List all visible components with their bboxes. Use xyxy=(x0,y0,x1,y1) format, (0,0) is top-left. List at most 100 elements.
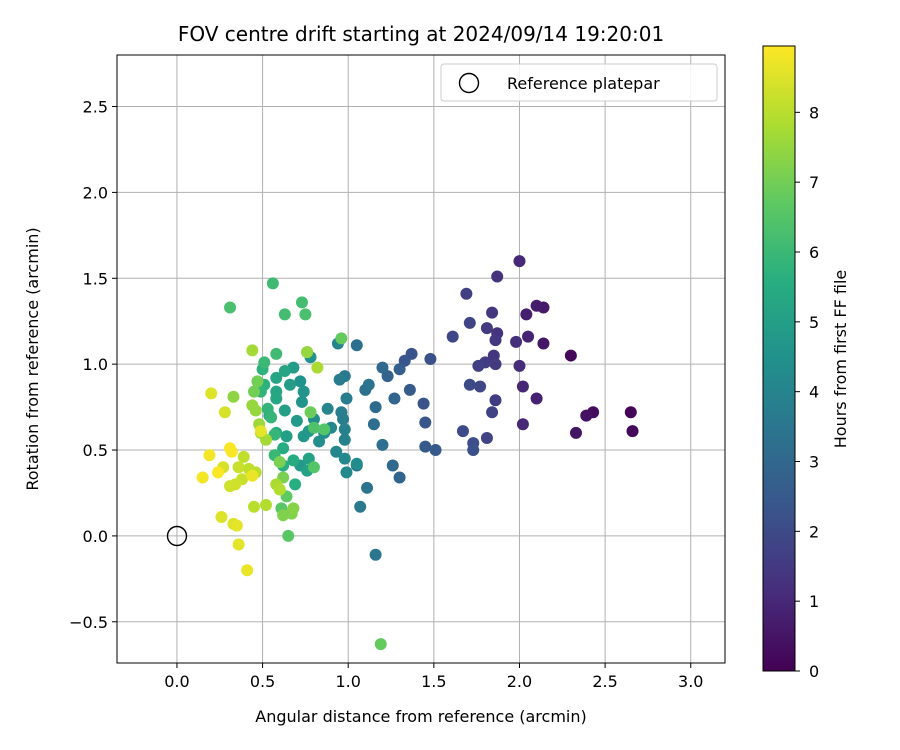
data-point xyxy=(294,375,307,388)
data-point xyxy=(340,392,353,405)
colorbar-ticks: 0 1 2 3 4 5 6 7 8 xyxy=(795,103,819,681)
data-point xyxy=(227,390,240,403)
data-points xyxy=(196,255,639,651)
colorbar-tick-label: 3 xyxy=(809,453,819,472)
data-point xyxy=(486,306,499,319)
x-axis-ticks: 0.0 0.5 1.0 1.5 2.0 2.5 3.0 xyxy=(164,663,703,691)
y-tick-label: 0.5 xyxy=(83,441,108,460)
data-point xyxy=(287,454,300,467)
data-point xyxy=(393,363,406,376)
data-point xyxy=(369,401,382,414)
data-point xyxy=(403,383,416,396)
data-point xyxy=(333,373,346,386)
y-tick-label: 0.0 xyxy=(83,527,108,546)
colorbar-label: Hours from first FF file xyxy=(831,270,850,449)
data-point xyxy=(463,316,476,329)
data-point xyxy=(338,452,351,465)
data-point xyxy=(289,478,302,491)
data-point xyxy=(626,425,639,438)
data-point xyxy=(489,334,502,347)
colorbar-tick-label: 0 xyxy=(809,662,819,681)
reference-platepar-marker xyxy=(166,525,188,547)
data-point xyxy=(530,392,543,405)
x-tick-label: 2.0 xyxy=(507,672,532,691)
data-point xyxy=(301,346,314,359)
data-point xyxy=(265,411,278,424)
data-point xyxy=(205,387,218,400)
data-point xyxy=(254,425,267,438)
data-point xyxy=(278,365,291,378)
colorbar-tick-label: 6 xyxy=(809,243,819,262)
data-point xyxy=(337,413,350,426)
data-point xyxy=(419,416,432,429)
colorbar-tick-label: 4 xyxy=(809,383,819,402)
data-point xyxy=(338,433,351,446)
data-point xyxy=(212,466,225,479)
data-point xyxy=(246,469,259,482)
data-point xyxy=(277,442,290,455)
data-point xyxy=(304,406,317,419)
data-point xyxy=(311,361,324,374)
data-point xyxy=(530,299,543,312)
data-point xyxy=(338,423,351,436)
data-point xyxy=(340,466,353,479)
x-tick-label: 2.5 xyxy=(592,672,617,691)
data-point xyxy=(270,347,283,360)
data-point xyxy=(251,375,264,388)
data-point xyxy=(417,397,430,410)
grid-lines xyxy=(117,55,725,663)
data-point xyxy=(350,457,363,470)
legend-entry-label: Reference platepar xyxy=(507,74,660,93)
data-point xyxy=(273,456,286,469)
data-point xyxy=(241,564,254,577)
data-point xyxy=(196,471,209,484)
data-point xyxy=(321,402,334,415)
data-point xyxy=(361,481,374,494)
data-point xyxy=(369,548,382,561)
data-point xyxy=(429,444,442,457)
data-point xyxy=(203,449,216,462)
data-point xyxy=(280,430,293,443)
data-point xyxy=(224,480,237,493)
x-tick-label: 0.0 xyxy=(164,672,189,691)
colorbar: 0 1 2 3 4 5 6 7 8 Hours from first FF file xyxy=(762,45,850,681)
data-point xyxy=(273,483,286,496)
data-point xyxy=(297,385,310,398)
data-point xyxy=(362,378,375,391)
data-point xyxy=(307,421,320,434)
data-point xyxy=(287,502,300,515)
plot-frame xyxy=(116,54,726,664)
x-axis-label: Angular distance from reference (arcmin) xyxy=(255,707,586,726)
x-tick-label: 1.0 xyxy=(335,672,360,691)
colorbar-tick-label: 1 xyxy=(809,592,819,611)
data-point xyxy=(513,255,526,268)
data-point xyxy=(295,395,308,408)
legend-open-circle-icon xyxy=(458,72,480,94)
data-point xyxy=(393,471,406,484)
data-point xyxy=(510,335,523,348)
data-point xyxy=(282,529,295,542)
y-tick-label: −0.5 xyxy=(69,613,108,632)
data-point xyxy=(424,353,437,365)
data-point xyxy=(248,385,261,398)
data-point xyxy=(569,426,582,439)
data-point xyxy=(224,301,237,314)
data-point xyxy=(486,406,499,419)
data-point xyxy=(456,425,469,438)
data-point xyxy=(249,404,262,417)
data-point xyxy=(246,344,259,357)
data-point xyxy=(376,361,389,374)
y-axis-ticks: −0.5 0.0 0.5 1.0 1.5 2.0 2.5 xyxy=(69,98,117,632)
data-point xyxy=(237,450,250,463)
data-point xyxy=(278,308,291,321)
data-point xyxy=(313,435,326,448)
legend: Reference platepar xyxy=(440,63,718,102)
data-point xyxy=(354,500,367,513)
data-point xyxy=(388,392,401,405)
y-tick-label: 1.5 xyxy=(83,269,108,288)
data-point xyxy=(350,339,363,352)
data-point xyxy=(297,430,310,443)
data-point xyxy=(232,461,245,474)
data-point xyxy=(335,332,348,345)
data-point xyxy=(489,394,502,407)
